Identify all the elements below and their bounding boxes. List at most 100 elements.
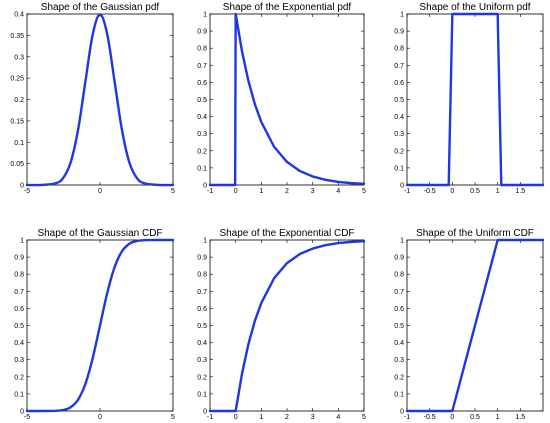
y-tick-label: 0 (203, 409, 207, 416)
x-tick-label: -1 (404, 188, 410, 195)
y-tick-label: 0.2 (394, 148, 404, 155)
y-tick-label: 0.35 (10, 33, 24, 40)
y-tick-label: 0.6 (14, 306, 24, 313)
y-tick-label: 0.1 (14, 140, 24, 147)
y-tick-label: 0.9 (197, 255, 207, 262)
x-tick-label: 4 (336, 414, 340, 421)
plot-area-uniform-pdf (406, 13, 544, 186)
y-tick-label: 0.1 (394, 391, 404, 398)
y-tick-label: 0.3 (197, 131, 207, 138)
series-line-gaussian-cdf (25, 238, 175, 413)
x-tick-label: 3 (311, 188, 315, 195)
x-tick-label: 1.5 (515, 188, 525, 195)
y-tick-label: 0.1 (394, 165, 404, 172)
y-tick-label: 0.4 (197, 114, 207, 121)
y-tick-label: 0 (400, 409, 404, 416)
y-tick-label: 0.2 (394, 374, 404, 381)
y-tick-label: 0.2 (197, 374, 207, 381)
chart-title-exponential-pdf: Shape of the Exponential pdf (223, 2, 352, 13)
y-tick-label: 1 (400, 238, 404, 245)
x-tick-label: 0.5 (470, 414, 480, 421)
plot-area-exponential-cdf (209, 239, 365, 412)
x-tick-label: 1 (496, 188, 500, 195)
y-tick-label: 0.5 (394, 97, 404, 104)
y-tick-label: 0.7 (14, 289, 24, 296)
y-tick-label: 0.2 (14, 374, 24, 381)
y-tick-label: 0.9 (394, 29, 404, 36)
series-line-gaussian-pdf (25, 13, 175, 187)
y-tick-label: 0.1 (197, 165, 207, 172)
y-tick-label: 0.8 (14, 272, 24, 279)
plot-area-exponential-pdf (209, 13, 365, 186)
y-tick-label: 1 (203, 12, 207, 19)
y-tick-label: 0.25 (10, 76, 24, 83)
y-tick-label: 0.9 (394, 255, 404, 262)
series-line-uniform-pdf (405, 12, 545, 187)
chart-title-exponential-cdf: Shape of the Exponential CDF (219, 228, 354, 239)
y-tick-label: 0.1 (197, 391, 207, 398)
x-tick-label: -5 (24, 188, 30, 195)
y-tick-label: 0.4 (197, 340, 207, 347)
series-line-uniform-cdf (405, 238, 545, 413)
y-tick-label: 1 (20, 238, 24, 245)
x-tick-label: 1 (259, 188, 263, 195)
x-tick-label: 0 (234, 414, 238, 421)
series-line-exponential-pdf (208, 12, 366, 187)
y-tick-label: 0.05 (10, 161, 24, 168)
y-tick-label: 0.2 (197, 148, 207, 155)
y-tick-label: 0.6 (394, 306, 404, 313)
x-tick-label: 2 (285, 414, 289, 421)
y-tick-label: 0.4 (14, 12, 24, 19)
y-tick-label: 0.8 (197, 46, 207, 53)
x-tick-label: 5 (362, 188, 366, 195)
y-tick-label: 0.7 (197, 289, 207, 296)
y-tick-label: 0 (400, 183, 404, 190)
panel-gaussian-cdf: Shape of the Gaussian CDF-5 0 500.10.20.30… (14, 228, 175, 421)
y-tick-label: 0.5 (197, 97, 207, 104)
y-tick-label: 0 (20, 183, 24, 190)
y-tick-label: 0.5 (197, 323, 207, 330)
x-tick-label: 1 (496, 414, 500, 421)
chart-title-uniform-pdf: Shape of the Uniform pdf (419, 2, 530, 13)
x-tick-label: -1 (207, 188, 213, 195)
y-tick-label: 0.3 (197, 357, 207, 364)
x-tick-label: 0 (98, 188, 102, 195)
chart-title-gaussian-cdf: Shape of the Gaussian CDF (37, 228, 162, 239)
y-tick-label: 0.8 (394, 272, 404, 279)
x-tick-label: 2 (285, 188, 289, 195)
y-tick-label: 0.4 (394, 340, 404, 347)
y-tick-label: 0.5 (394, 323, 404, 330)
y-tick-label: 0.9 (197, 29, 207, 36)
x-tick-label: 1 (259, 414, 263, 421)
y-tick-label: 0.8 (197, 272, 207, 279)
x-tick-label: 1.5 (515, 414, 525, 421)
x-tick-label: -0.5 (424, 188, 436, 195)
y-tick-label: 0.3 (14, 357, 24, 364)
panel-exponential-pdf: Shape of the Exponential pdf-1 0 1 2 3 4 500.1… (197, 2, 366, 195)
panel-uniform-cdf: Shape of the Uniform CDF -1 -0.5 0 0.5 1 1.5 0 0… (394, 228, 545, 421)
y-tick-label: 0.3 (14, 54, 24, 61)
x-tick-label: 5 (362, 414, 366, 421)
y-tick-label: 0.15 (10, 118, 24, 125)
y-tick-label: 1 (400, 12, 404, 19)
x-tick-label: -5 (24, 414, 30, 421)
panel-exponential-cdf: Shape of the Exponential CDF-1 0 1 2 3 4 500.1… (197, 228, 366, 421)
x-tick-label: 0.5 (470, 188, 480, 195)
x-tick-label: -1 (404, 414, 410, 421)
series-line-exponential-cdf (208, 239, 366, 413)
x-tick-label: 4 (336, 188, 340, 195)
x-tick-label: 0 (98, 414, 102, 421)
y-tick-label: 0.9 (14, 255, 24, 262)
x-tick-label: -1 (207, 414, 213, 421)
y-tick-label: 0.7 (394, 63, 404, 70)
y-tick-label: 0.3 (394, 131, 404, 138)
y-tick-label: 0.2 (14, 97, 24, 104)
y-tick-label: 1 (203, 238, 207, 245)
y-tick-label: 0.6 (394, 80, 404, 87)
x-tick-label: 0 (234, 188, 238, 195)
y-tick-label: 0.5 (14, 323, 24, 330)
panel-gaussian-pdf: Shape of the Gaussian pdf-5 0 500.050.10.1… (10, 2, 175, 195)
y-tick-label: 0 (203, 183, 207, 190)
y-tick-label: 0.8 (394, 46, 404, 53)
